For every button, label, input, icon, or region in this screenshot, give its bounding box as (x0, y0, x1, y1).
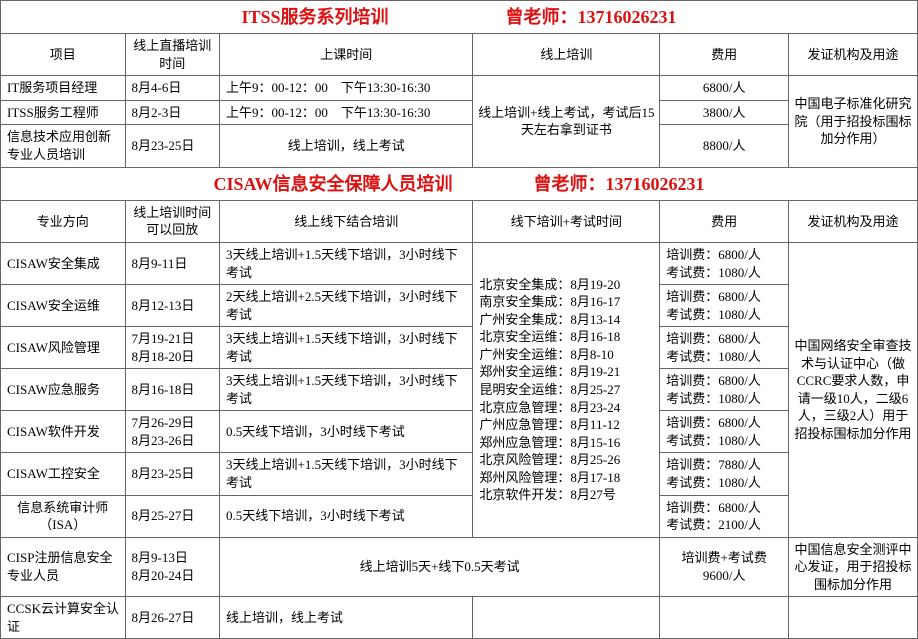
cisp-date: 8月9-13日 8月20-24日 (125, 537, 219, 597)
ccsk-blank1 (473, 597, 660, 639)
s2-row-5: CISAW工控安全 8月23-25日 3天线上培训+1.5天线下培训，3小时线下… (1, 453, 918, 495)
s1-r2-date: 8月23-25日 (125, 125, 219, 167)
s2-title: CISAW信息安全保障人员培训 (213, 174, 452, 194)
s2-row-6: 信息系统审计师（ISA） 8月25-27日 0.5天线下培训，3小时线下考试 培… (1, 495, 918, 537)
s1-issuer: 中国电子标准化研究院（用于招投标围标加分作用） (789, 76, 918, 167)
s1-h0: 项目 (1, 34, 126, 76)
ccsk-blank3 (789, 597, 918, 639)
cisp-issuer: 中国信息安全测评中心发证，用于招投标围标加分作用 (789, 537, 918, 597)
s2-h1: 线上培训时间可以回放 (125, 200, 219, 242)
s1-r0-time: 上午9：00-12：00 下午13:30-16:30 (220, 76, 473, 101)
s2-r0-date: 8月9-11日 (125, 242, 219, 284)
s2-r0-fee: 培训费：6800/人 考试费：1080/人 (660, 242, 789, 284)
s2-contact-phone: 13716026231 (606, 174, 705, 194)
s1-r0-name: IT服务项目经理 (1, 76, 126, 101)
s1-h2: 上课时间 (220, 34, 473, 76)
s2-r2-format: 3天线上培训+1.5天线下培训，3小时线下考试 (220, 327, 473, 369)
ccsk-format: 线上培训，线上考试 (220, 597, 473, 639)
cisp-fee: 培训费+考试费 9600/人 (660, 537, 789, 597)
s1-r1-fee: 3800/人 (660, 100, 789, 125)
s1-row-2: 信息技术应用创新专业人员培训 8月23-25日 线上培训，线上考试 8800/人 (1, 125, 918, 167)
ccsk-blank2 (660, 597, 789, 639)
s1-r2-name: 信息技术应用创新专业人员培训 (1, 125, 126, 167)
s1-r2-fee: 8800/人 (660, 125, 789, 167)
s2-r6-fee: 培训费：6800/人 考试费：2100/人 (660, 495, 789, 537)
s2-row-0: CISAW安全集成 8月9-11日 3天线上培训+1.5天线下培训，3小时线下考… (1, 242, 918, 284)
s2-r5-format: 3天线上培训+1.5天线下培训，3小时线下考试 (220, 453, 473, 495)
s2-h0: 专业方向 (1, 200, 126, 242)
s2-header-row: 专业方向 线上培训时间可以回放 线上线下结合培训 线下培训+考试时间 费用 发证… (1, 200, 918, 242)
s2-r2-name: CISAW风险管理 (1, 327, 126, 369)
s1-online-note: 线上培训+线上考试，考试后15天左右拿到证书 (473, 76, 660, 167)
s1-h5: 发证机构及用途 (789, 34, 918, 76)
s2-r1-date: 8月12-13日 (125, 285, 219, 327)
ccsk-date: 8月26-27日 (125, 597, 219, 639)
s2-title-row: CISAW信息安全保障人员培训 ———— 曾老师：13716026231 (1, 167, 918, 200)
s2-h3: 线下培训+考试时间 (473, 200, 660, 242)
cisp-format: 线上培训5天+线下0.5天考试 (220, 537, 660, 597)
s2-r4-name: CISAW软件开发 (1, 411, 126, 453)
s2-h5: 发证机构及用途 (789, 200, 918, 242)
s1-r1-name: ITSS服务工程师 (1, 100, 126, 125)
s2-r6-name: 信息系统审计师（ISA） (1, 495, 126, 537)
s2-h2: 线上线下结合培训 (220, 200, 473, 242)
s2-r3-name: CISAW应急服务 (1, 369, 126, 411)
s1-row-0: IT服务项目经理 8月4-6日 上午9：00-12：00 下午13:30-16:… (1, 76, 918, 101)
s2-row-2: CISAW风险管理 7月19-21日 8月18-20日 3天线上培训+1.5天线… (1, 327, 918, 369)
s2-r2-date: 7月19-21日 8月18-20日 (125, 327, 219, 369)
s1-title: ITSS服务系列培训 (241, 7, 388, 27)
s2-h4: 费用 (660, 200, 789, 242)
s2-r5-name: CISAW工控安全 (1, 453, 126, 495)
s1-contact-label: 曾老师： (506, 7, 578, 27)
s1-h4: 费用 (660, 34, 789, 76)
s1-row-1: ITSS服务工程师 8月2-3日 上午9：00-12：00 下午13:30-16… (1, 100, 918, 125)
s2-row-4: CISAW软件开发 7月26-29日 8月23-26日 0.5天线下培训，3小时… (1, 411, 918, 453)
s2-r4-format: 0.5天线下培训，3小时线下考试 (220, 411, 473, 453)
s1-r2-time: 线上培训，线上考试 (220, 125, 473, 167)
s2-r6-format: 0.5天线下培训，3小时线下考试 (220, 495, 473, 537)
s2-r3-date: 8月16-18日 (125, 369, 219, 411)
s2-r4-date: 7月26-29日 8月23-26日 (125, 411, 219, 453)
s2-r6-date: 8月25-27日 (125, 495, 219, 537)
training-table: ITSS服务系列培训 —————— 曾老师：13716026231 项目 线上直… (0, 0, 918, 639)
s2-ccsk-row: CCSK云计算安全认证 8月26-27日 线上培训，线上考试 (1, 597, 918, 639)
s1-title-row: ITSS服务系列培训 —————— 曾老师：13716026231 (1, 1, 918, 34)
s2-r5-fee: 培训费：7880/人 考试费：1080/人 (660, 453, 789, 495)
s2-r3-fee: 培训费：6800/人 考试费：1080/人 (660, 369, 789, 411)
s1-contact-phone: 13716026231 (578, 7, 677, 27)
s2-r0-format: 3天线上培训+1.5天线下培训，3小时线下考试 (220, 242, 473, 284)
s1-r1-time: 上午9：00-12：00 下午13:30-16:30 (220, 100, 473, 125)
s1-h3: 线上培训 (473, 34, 660, 76)
s2-r1-fee: 培训费：6800/人 考试费：1080/人 (660, 285, 789, 327)
s2-r1-name: CISAW安全运维 (1, 285, 126, 327)
spacer: ———— (457, 174, 529, 194)
s2-r5-date: 8月23-25日 (125, 453, 219, 495)
s1-h1: 线上直播培训时间 (125, 34, 219, 76)
s2-r0-name: CISAW安全集成 (1, 242, 126, 284)
s1-r0-fee: 6800/人 (660, 76, 789, 101)
s2-contact-label: 曾老师： (534, 174, 606, 194)
s2-city-schedule: 北京安全集成：8月19-20 南京安全集成：8月16-17 广州安全集成：8月1… (473, 242, 660, 537)
s1-header-row: 项目 线上直播培训时间 上课时间 线上培训 费用 发证机构及用途 (1, 34, 918, 76)
s2-r1-format: 2天线上培训+2.5天线下培训，3小时线下考试 (220, 285, 473, 327)
s2-row-1: CISAW安全运维 8月12-13日 2天线上培训+2.5天线下培训，3小时线下… (1, 285, 918, 327)
s2-r4-fee: 培训费：6800/人 考试费：1080/人 (660, 411, 789, 453)
ccsk-name: CCSK云计算安全认证 (1, 597, 126, 639)
spacer: —————— (393, 7, 501, 27)
s2-r2-fee: 培训费：6800/人 考试费：1080/人 (660, 327, 789, 369)
cisp-name: CISP注册信息安全专业人员 (1, 537, 126, 597)
s2-row-3: CISAW应急服务 8月16-18日 3天线上培训+1.5天线下培训，3小时线下… (1, 369, 918, 411)
s2-cisp-row: CISP注册信息安全专业人员 8月9-13日 8月20-24日 线上培训5天+线… (1, 537, 918, 597)
s1-r0-date: 8月4-6日 (125, 76, 219, 101)
s2-issuer: 中国网络安全审查技术与认证中心（做CCRC要求人数，申请一级10人，二级6人，三… (789, 242, 918, 537)
s2-r3-format: 3天线上培训+1.5天线下培训，3小时线下考试 (220, 369, 473, 411)
s1-r1-date: 8月2-3日 (125, 100, 219, 125)
